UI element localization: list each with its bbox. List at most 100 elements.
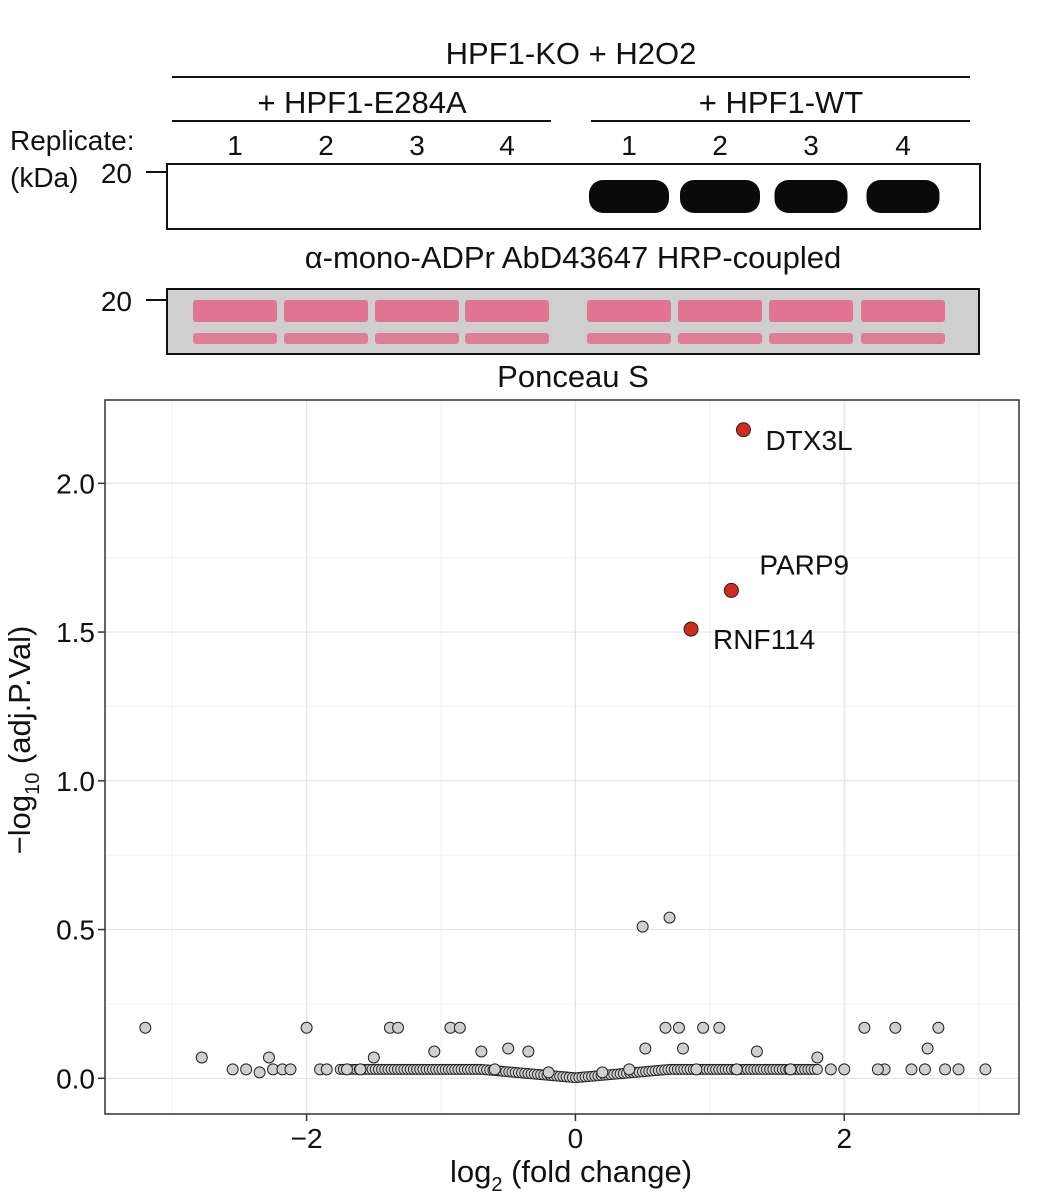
- replicate-label: Replicate:: [10, 125, 135, 156]
- data-point: [300, 1021, 313, 1034]
- ponceau-band: [678, 300, 762, 322]
- group-right-label: + HPF1-WT: [699, 85, 864, 120]
- data-point: [367, 1051, 380, 1064]
- lane-label: 4: [895, 130, 911, 161]
- data-point: [824, 1063, 837, 1076]
- data-point: [428, 1045, 441, 1058]
- antibody-caption: α-mono-ADPr AbD43647 HRP-coupled: [305, 240, 842, 275]
- y-tick-label: 2.0: [56, 468, 95, 499]
- ponceau-band-lower: [193, 333, 277, 344]
- group-left-label: + HPF1-E284A: [257, 85, 467, 120]
- ponceau-band-lower: [587, 333, 671, 344]
- data-point: [672, 1021, 685, 1034]
- ponceau-band: [193, 300, 277, 322]
- ponceau-band-lower: [678, 333, 762, 344]
- data-point: [320, 1063, 333, 1076]
- data-point: [932, 1021, 945, 1034]
- y-axis-label-rest: (adj.P.Val): [2, 626, 37, 773]
- x-tick-label: 2: [836, 1123, 852, 1154]
- data-point: [596, 1066, 609, 1079]
- ponceau-band-lower: [284, 333, 368, 344]
- x-axis-label-sub: 2: [491, 1174, 502, 1196]
- data-point: [979, 1063, 992, 1076]
- bands: [589, 180, 940, 213]
- data-point: [889, 1021, 902, 1034]
- data-point: [858, 1021, 871, 1034]
- data-point: [262, 1051, 275, 1064]
- y-tick-label: 1.5: [56, 617, 95, 648]
- data-point: [195, 1051, 208, 1064]
- x-tick-label: −2: [291, 1123, 323, 1154]
- point-label: DTX3L: [765, 425, 852, 456]
- x-axis-label-rest: (fold change): [502, 1154, 692, 1189]
- lane-label: 3: [803, 130, 819, 161]
- lane-label: 2: [318, 130, 334, 161]
- data-point: [354, 1063, 367, 1076]
- data-point: [502, 1042, 515, 1055]
- data-point: [659, 1021, 672, 1034]
- highlight-point: [683, 621, 699, 637]
- band: [774, 180, 848, 213]
- y-tick-label: 1.0: [56, 766, 95, 797]
- data-point: [676, 1042, 689, 1055]
- data-point: [226, 1063, 239, 1076]
- blot-panel: [166, 163, 981, 230]
- data-point: [690, 1063, 703, 1076]
- y-tick-label: 0.5: [56, 915, 95, 946]
- band: [589, 180, 669, 213]
- ponceau-band: [375, 300, 459, 322]
- data-point: [713, 1021, 726, 1034]
- data-point: [623, 1063, 636, 1076]
- lane-label: 1: [621, 130, 637, 161]
- ponceau-band-lower: [861, 333, 945, 344]
- data-point: [905, 1063, 918, 1076]
- data-point: [921, 1042, 934, 1055]
- data-point: [871, 1063, 884, 1076]
- ponceau-caption: Ponceau S: [497, 359, 649, 394]
- highlight-point: [735, 422, 751, 438]
- lane-label: 1: [227, 130, 243, 161]
- blot-header: HPF1-KO + H2O2: [446, 36, 697, 71]
- data-point: [939, 1063, 952, 1076]
- data-point: [697, 1021, 710, 1034]
- marker-label: 20: [101, 158, 132, 189]
- ponceau-band: [587, 300, 671, 322]
- y-axis-label: −log10 (adj.P.Val): [2, 626, 44, 855]
- y-axis-label-sub: 10: [22, 773, 44, 795]
- lane-label: 4: [499, 130, 515, 161]
- ponceau-bands: [193, 300, 945, 344]
- x-axis-label: log2 (fold change): [450, 1154, 692, 1196]
- y-tick-label: 0.0: [56, 1063, 95, 1094]
- ponceau-band-lower: [769, 333, 853, 344]
- lane-labels: 1 2 3 4 1 2 3 4: [227, 130, 911, 161]
- plot-frame: [104, 399, 1020, 1115]
- x-tick-label: 0: [568, 1123, 584, 1154]
- data-point: [453, 1021, 466, 1034]
- data-point: [139, 1021, 152, 1034]
- data-point: [522, 1045, 535, 1058]
- ponceau-band: [465, 300, 549, 322]
- ponceau-band-lower: [375, 333, 459, 344]
- data-point: [639, 1042, 652, 1055]
- ponceau-band-lower: [465, 333, 549, 344]
- ponceau-marker-label: 20: [101, 286, 132, 317]
- grid: [105, 400, 1019, 1114]
- ponceau-band: [769, 300, 853, 322]
- data-point: [392, 1021, 405, 1034]
- data-point: [542, 1066, 555, 1079]
- data-point: [811, 1063, 823, 1075]
- data-point: [663, 911, 676, 924]
- point-label: RNF114: [713, 624, 815, 655]
- data-point: [918, 1063, 931, 1076]
- data-point: [340, 1063, 353, 1076]
- band: [680, 180, 760, 213]
- point-label: PARP9: [759, 549, 849, 580]
- data-point: [253, 1066, 266, 1079]
- data-point: [730, 1063, 743, 1076]
- kda-label: (kDa): [10, 162, 78, 193]
- data-point: [488, 1063, 501, 1076]
- plot-background: [105, 400, 1019, 1114]
- data-point: [475, 1045, 488, 1058]
- data-point: [284, 1063, 297, 1076]
